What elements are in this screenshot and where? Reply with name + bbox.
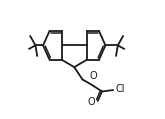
Text: Cl: Cl	[115, 84, 125, 94]
Text: O: O	[88, 97, 95, 107]
Text: O: O	[90, 72, 98, 82]
